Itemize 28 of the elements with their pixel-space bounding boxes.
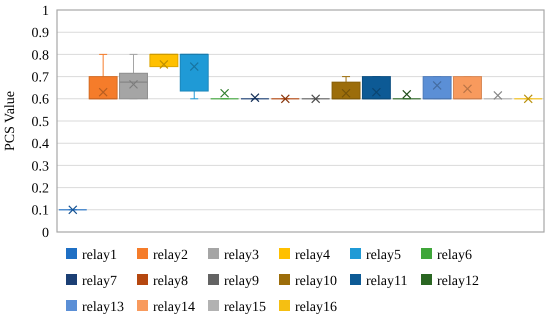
- legend-label: relay6: [437, 248, 472, 263]
- legend-label: relay2: [153, 248, 188, 263]
- y-tick-label: 0.1: [32, 204, 49, 219]
- y-axis-title: PCS Value: [3, 90, 18, 152]
- y-tick-label: 0.8: [32, 48, 49, 64]
- y-tick-label: 0: [42, 226, 49, 241]
- y-tick-label: 0.7: [32, 70, 49, 86]
- y-tick-label: 0.6: [32, 92, 49, 108]
- legend-label: relay12: [437, 274, 479, 289]
- legend-label: relay11: [366, 274, 408, 289]
- legend-label: relay7: [82, 274, 117, 289]
- y-tick-label: 0.5: [32, 114, 49, 130]
- legend-label: relay3: [224, 248, 259, 263]
- legend-label: relay14: [153, 300, 195, 315]
- y-tick-label: 0.3: [32, 159, 49, 174]
- legend-label: relay16: [295, 300, 337, 315]
- y-tick-label: 0.2: [32, 182, 49, 196]
- y-tick-label: 0.4: [32, 137, 49, 152]
- legend-label: relay9: [224, 274, 259, 289]
- legend-label: relay1: [82, 248, 117, 263]
- legend-label: relay4: [295, 248, 330, 263]
- legend-label: relay10: [295, 274, 337, 289]
- y-tick-label: 1: [42, 4, 49, 19]
- legend-label: relay13: [82, 300, 124, 315]
- y-tick-label: 0.9: [32, 26, 49, 42]
- legend-label: relay5: [366, 248, 401, 263]
- legend-label: relay15: [224, 300, 266, 315]
- legend-label: relay8: [153, 274, 188, 289]
